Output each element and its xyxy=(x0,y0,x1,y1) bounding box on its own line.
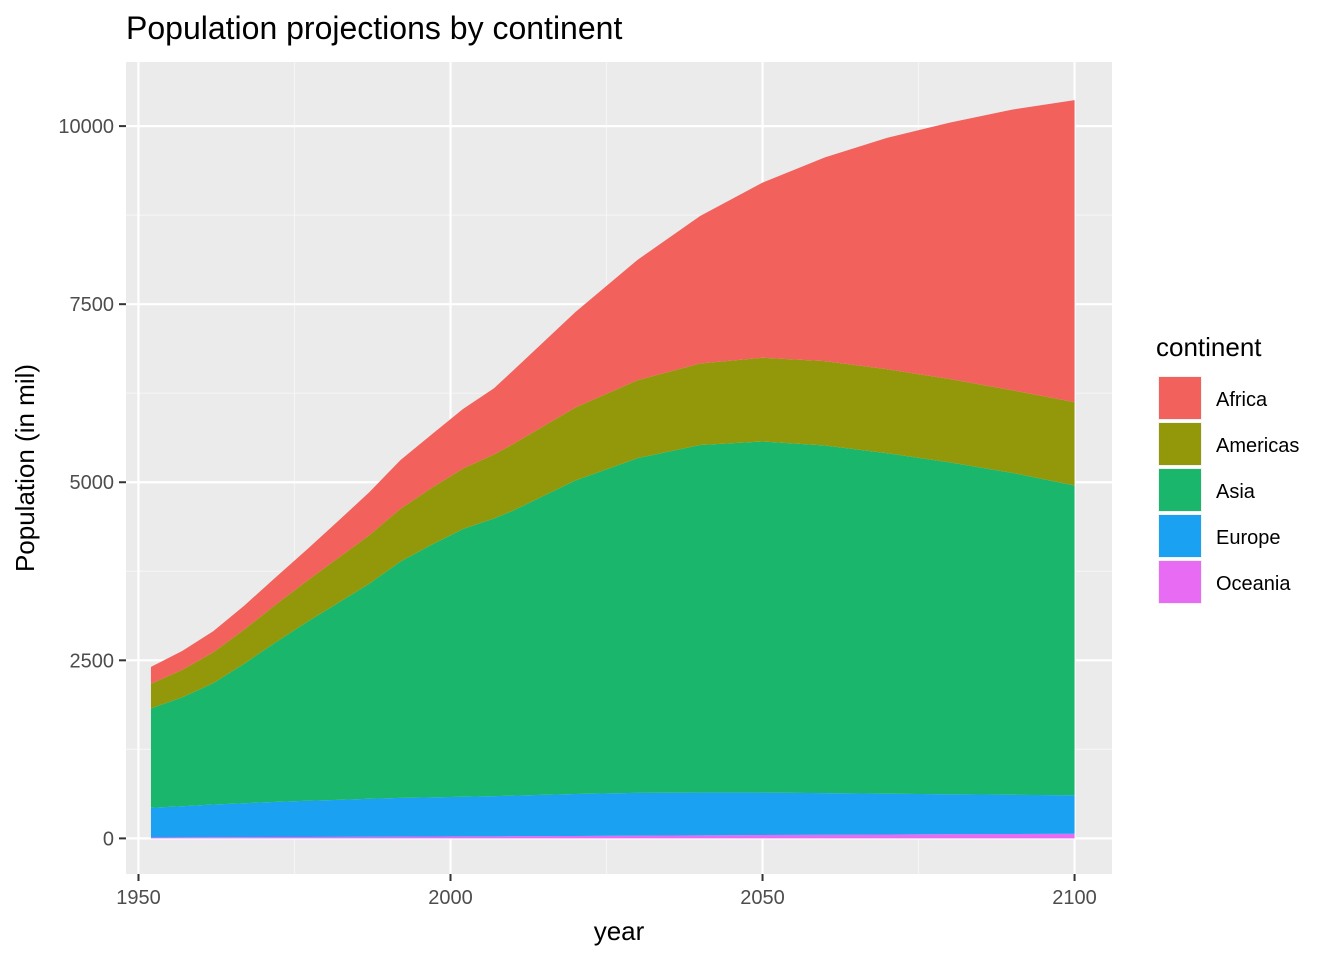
legend-swatch-asia xyxy=(1159,469,1201,511)
legend-title: continent xyxy=(1156,332,1262,362)
legend-label-oceania: Oceania xyxy=(1216,573,1291,595)
x-tick-label: 2100 xyxy=(1052,887,1097,909)
x-tick-label: 2000 xyxy=(428,887,473,909)
legend-label-americas: Americas xyxy=(1216,435,1299,457)
legend-label-africa: Africa xyxy=(1216,389,1268,411)
area-oceania xyxy=(150,833,1075,839)
x-axis: 1950 2000 2050 2100 xyxy=(116,874,1097,909)
y-axis-title: Population (in mil) xyxy=(10,364,40,572)
x-tick-label: 2050 xyxy=(740,887,785,909)
area-europe xyxy=(150,792,1075,838)
y-tick-label: 2500 xyxy=(70,650,115,672)
area-africa xyxy=(150,100,1075,684)
legend: continent Africa Americas Asia Europe Oceani… xyxy=(1156,332,1299,604)
y-tick-label: 7500 xyxy=(70,294,115,316)
legend-label-europe: Europe xyxy=(1216,527,1281,549)
x-tick-label: 1950 xyxy=(116,887,161,909)
legend-swatch-africa xyxy=(1159,377,1201,419)
legend-label-asia: Asia xyxy=(1216,481,1256,503)
area-asia xyxy=(150,441,1075,808)
area-americas xyxy=(150,357,1075,709)
legend-swatch-americas xyxy=(1159,423,1201,465)
y-tick-label: 10000 xyxy=(58,116,114,138)
x-axis-title: year xyxy=(594,916,645,946)
legend-swatch-oceania xyxy=(1159,561,1201,603)
stacked-areas xyxy=(150,100,1075,839)
chart-title: Population projections by continent xyxy=(126,10,622,46)
y-tick-label: 0 xyxy=(103,828,114,850)
legend-swatch-europe xyxy=(1159,515,1201,557)
y-axis: 0 2500 5000 7500 10000 xyxy=(58,116,126,850)
y-tick-label: 5000 xyxy=(70,472,115,494)
